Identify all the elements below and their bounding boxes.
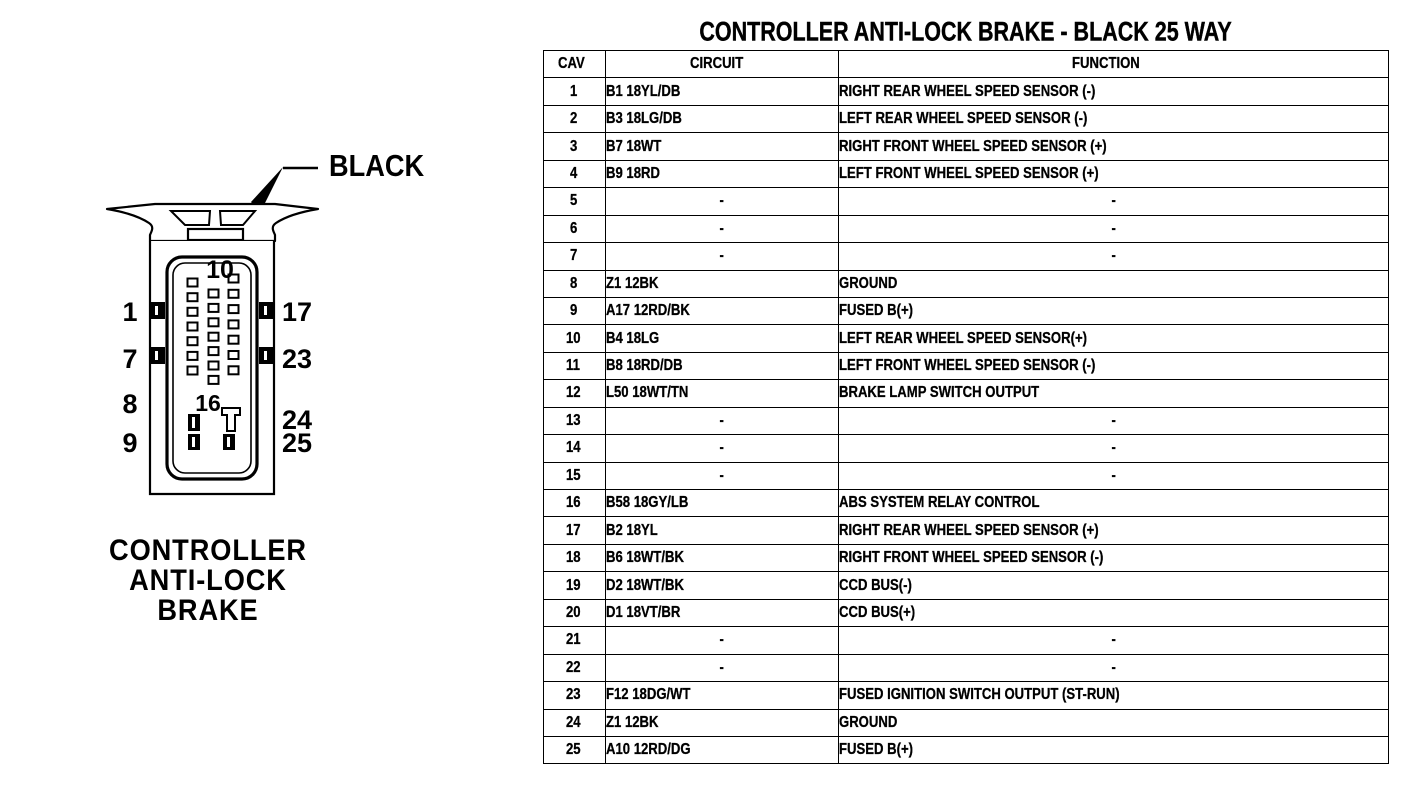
svg-text:7: 7: [122, 344, 137, 374]
svg-text:23: 23: [282, 344, 312, 374]
svg-text:BLACK: BLACK: [329, 149, 424, 183]
svg-text:CONTROLLER: CONTROLLER: [109, 534, 307, 568]
svg-text:10: 10: [206, 256, 234, 284]
svg-text:9: 9: [122, 428, 137, 458]
svg-text:8: 8: [122, 389, 137, 419]
svg-text:17: 17: [282, 297, 312, 327]
svg-text:1: 1: [122, 297, 137, 327]
svg-text:BRAKE: BRAKE: [157, 594, 258, 628]
svg-text:25: 25: [282, 428, 312, 458]
svg-text:16: 16: [195, 390, 221, 416]
svg-text:ANTI-LOCK: ANTI-LOCK: [129, 564, 287, 598]
